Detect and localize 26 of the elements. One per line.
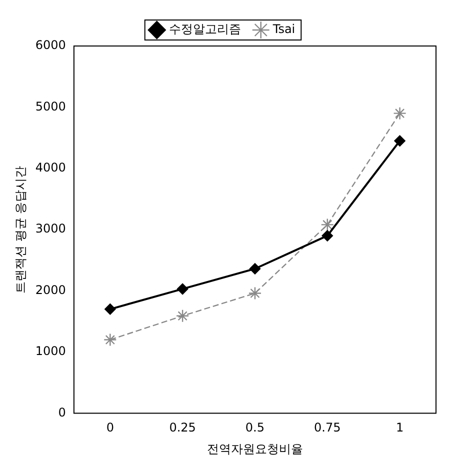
point bbox=[322, 230, 333, 242]
y-tick-label: 4000 bbox=[35, 160, 66, 175]
point bbox=[104, 333, 117, 346]
x-axis-title: 전역자원요청비율 bbox=[206, 442, 303, 456]
x-tick-label: 0.25 bbox=[169, 420, 196, 435]
y-tick-label: 6000 bbox=[35, 38, 66, 52]
point bbox=[249, 263, 261, 274]
point bbox=[394, 135, 406, 146]
point bbox=[393, 106, 406, 120]
point bbox=[104, 304, 116, 315]
y-tick-label: 5000 bbox=[35, 99, 66, 114]
point bbox=[248, 286, 262, 300]
point bbox=[320, 218, 334, 232]
y-tick-label: 1000 bbox=[35, 344, 66, 358]
x-tick-label: 1 bbox=[396, 420, 404, 435]
y-tick-label: 0 bbox=[58, 405, 66, 420]
y-tick-label: 2000 bbox=[35, 282, 66, 297]
y-tick-label: 3000 bbox=[35, 222, 66, 236]
point bbox=[176, 309, 190, 322]
y-axis-title: 트랜잭션 평균 응답시간 bbox=[13, 166, 28, 294]
legend-label: Tsai bbox=[272, 22, 296, 36]
x-tick-label: 0 bbox=[106, 420, 114, 435]
legend-label: 수정알고리즘 bbox=[168, 22, 241, 36]
x-tick-label: 0.75 bbox=[314, 420, 341, 435]
point bbox=[176, 283, 188, 295]
x-tick-label: 0.5 bbox=[245, 420, 265, 435]
